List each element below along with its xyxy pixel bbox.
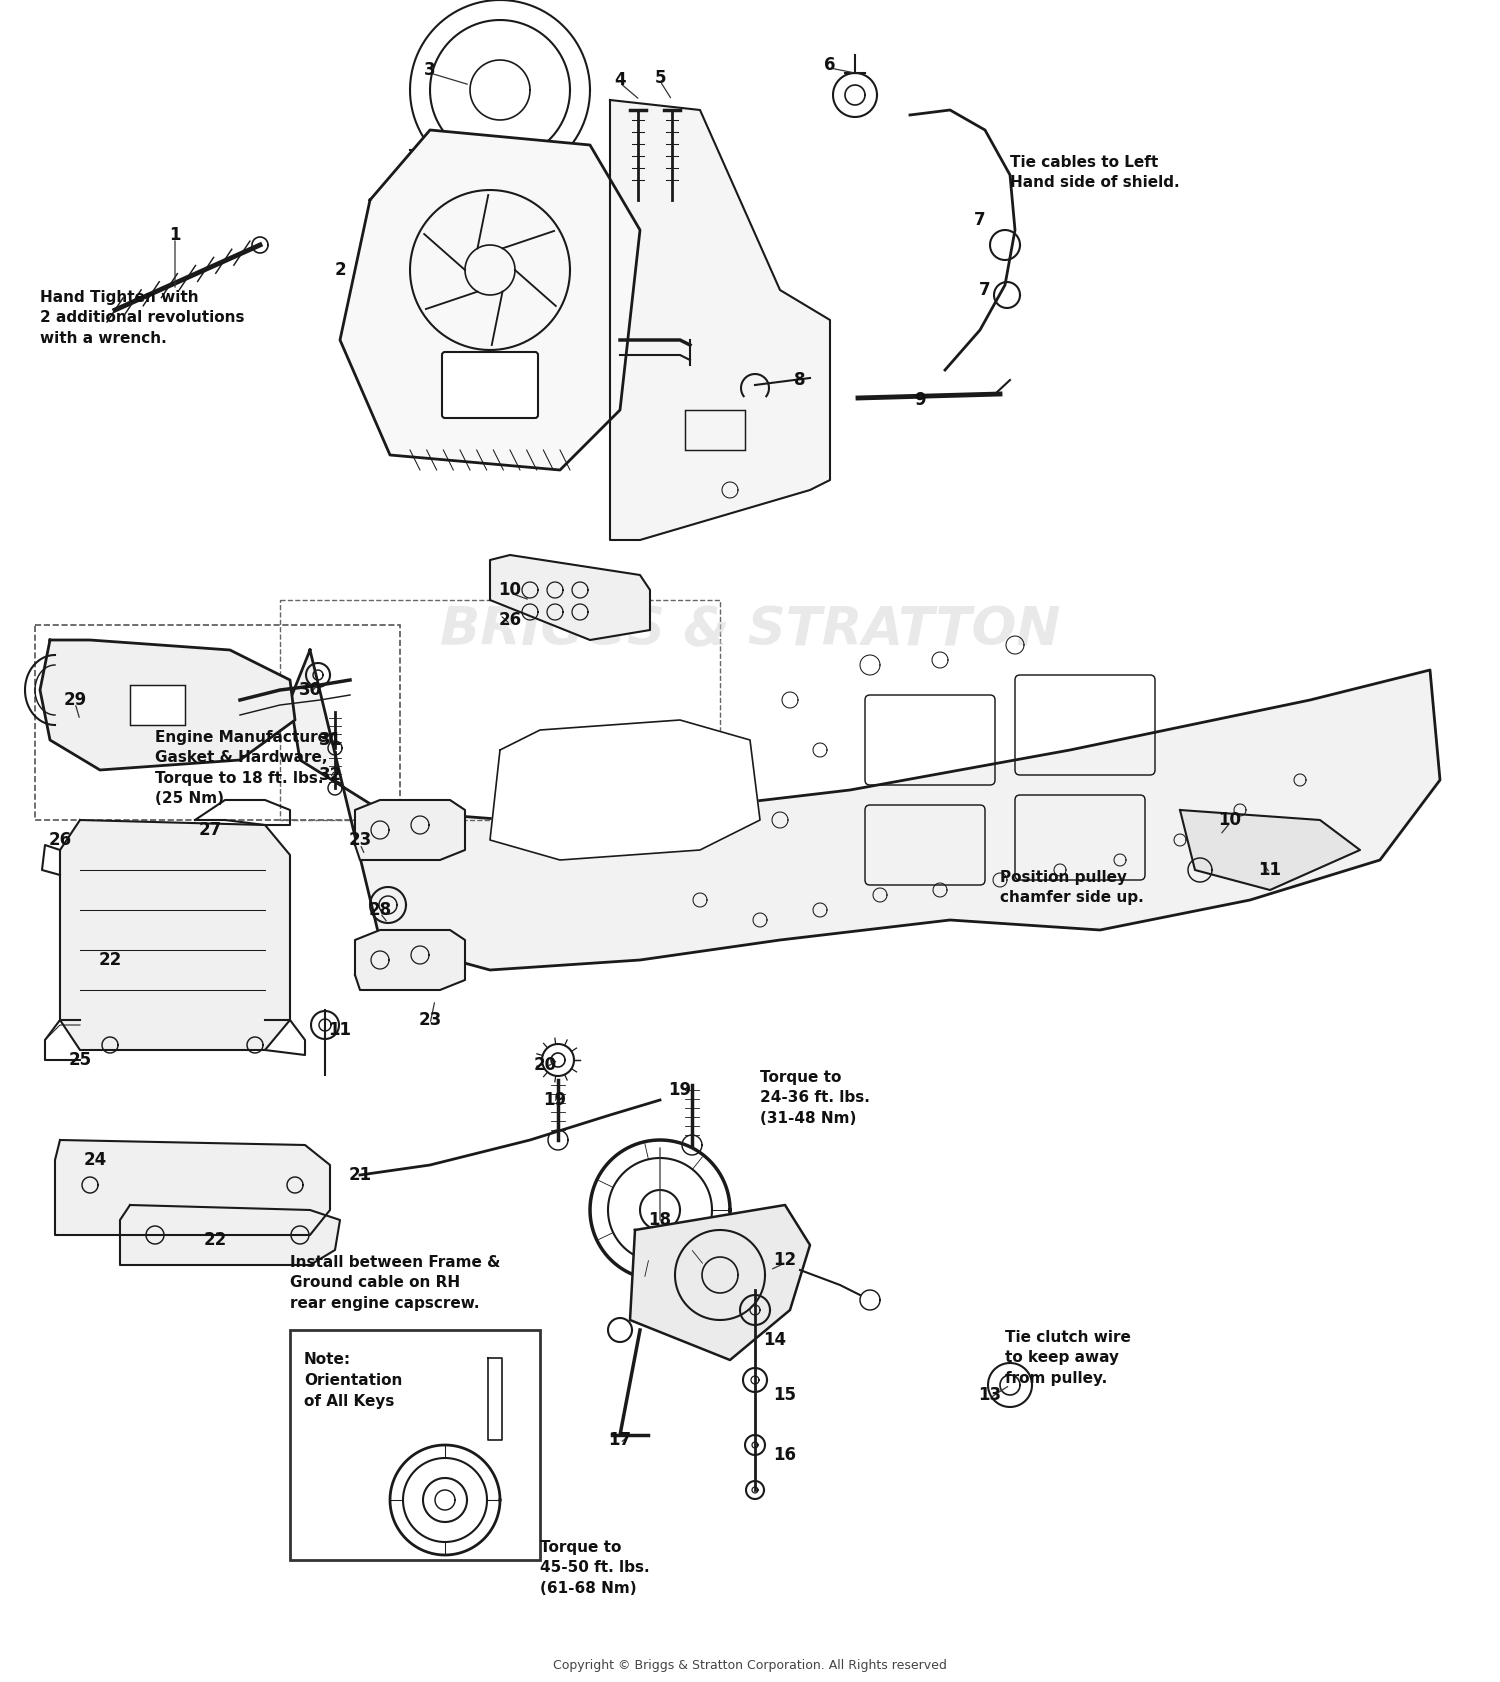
Text: Install between Frame &
Ground cable on RH
rear engine capscrew.: Install between Frame & Ground cable on … bbox=[290, 1255, 501, 1310]
Polygon shape bbox=[60, 821, 290, 1050]
Text: 26: 26 bbox=[48, 831, 72, 849]
Text: 8: 8 bbox=[795, 372, 806, 389]
Polygon shape bbox=[1180, 811, 1360, 890]
Text: 16: 16 bbox=[774, 1447, 796, 1463]
Text: 6: 6 bbox=[825, 56, 836, 74]
Text: 26: 26 bbox=[498, 611, 522, 629]
Polygon shape bbox=[490, 720, 760, 860]
Text: Tie cables to Left
Hand side of shield.: Tie cables to Left Hand side of shield. bbox=[1010, 155, 1179, 190]
Text: Copyright © Briggs & Stratton Corporation. All Rights reserved: Copyright © Briggs & Stratton Corporatio… bbox=[554, 1658, 946, 1672]
Text: 27: 27 bbox=[198, 821, 222, 839]
Text: 29: 29 bbox=[63, 691, 87, 710]
Text: 3: 3 bbox=[424, 61, 436, 79]
Text: 4: 4 bbox=[614, 71, 626, 89]
Text: 28: 28 bbox=[369, 902, 392, 918]
Text: 7: 7 bbox=[974, 210, 986, 229]
Bar bbox=[130, 685, 184, 725]
FancyBboxPatch shape bbox=[290, 1330, 540, 1559]
Text: 13: 13 bbox=[978, 1386, 1002, 1404]
Text: 22: 22 bbox=[204, 1231, 226, 1250]
Text: 19: 19 bbox=[669, 1082, 692, 1098]
Polygon shape bbox=[56, 1140, 330, 1235]
Text: 22: 22 bbox=[99, 950, 122, 969]
Text: 24: 24 bbox=[84, 1150, 106, 1169]
Text: 20: 20 bbox=[534, 1056, 556, 1075]
Polygon shape bbox=[340, 130, 640, 469]
Polygon shape bbox=[356, 801, 465, 860]
Polygon shape bbox=[490, 555, 650, 639]
Polygon shape bbox=[610, 99, 830, 540]
Text: Torque to
45-50 ft. lbs.
(61-68 Nm): Torque to 45-50 ft. lbs. (61-68 Nm) bbox=[540, 1541, 650, 1596]
Polygon shape bbox=[40, 639, 296, 770]
Text: Tie clutch wire
to keep away
from pulley.: Tie clutch wire to keep away from pulley… bbox=[1005, 1330, 1131, 1386]
Text: 1: 1 bbox=[170, 225, 180, 244]
Text: Engine Manufacturer
Gasket & Hardware,
Torque to 18 ft. lbs.
(25 Nm): Engine Manufacturer Gasket & Hardware, T… bbox=[154, 730, 336, 806]
FancyBboxPatch shape bbox=[442, 352, 538, 419]
Polygon shape bbox=[120, 1204, 340, 1265]
Text: 23: 23 bbox=[419, 1011, 441, 1029]
Text: 2: 2 bbox=[334, 261, 346, 279]
Text: 32: 32 bbox=[318, 765, 342, 784]
Text: Position pulley
chamfer side up.: Position pulley chamfer side up. bbox=[1000, 870, 1143, 905]
Text: 5: 5 bbox=[654, 69, 666, 87]
Bar bbox=[686, 410, 746, 451]
Text: 18: 18 bbox=[648, 1211, 672, 1230]
Text: 23: 23 bbox=[348, 831, 372, 849]
Text: 14: 14 bbox=[764, 1330, 786, 1349]
Text: 21: 21 bbox=[348, 1166, 372, 1184]
Text: 19: 19 bbox=[543, 1092, 567, 1108]
Text: 12: 12 bbox=[774, 1251, 796, 1268]
Text: 10: 10 bbox=[498, 580, 522, 599]
Text: 17: 17 bbox=[609, 1431, 631, 1448]
Text: 25: 25 bbox=[69, 1051, 92, 1070]
Text: 11: 11 bbox=[1258, 861, 1281, 880]
Text: 7: 7 bbox=[980, 281, 992, 299]
Text: 30: 30 bbox=[298, 681, 321, 700]
Text: 15: 15 bbox=[774, 1386, 796, 1404]
Text: BRIGGS & STRATTON: BRIGGS & STRATTON bbox=[440, 604, 1060, 656]
Bar bbox=[34, 626, 401, 821]
Text: Hand Tighten with
2 additional revolutions
with a wrench.: Hand Tighten with 2 additional revolutio… bbox=[40, 289, 245, 346]
Polygon shape bbox=[356, 930, 465, 991]
Text: 9: 9 bbox=[914, 390, 926, 409]
Bar bbox=[280, 600, 720, 821]
Text: 11: 11 bbox=[328, 1021, 351, 1039]
Text: Note:
Orientation
of All Keys: Note: Orientation of All Keys bbox=[304, 1352, 402, 1410]
Polygon shape bbox=[290, 649, 1440, 971]
Text: Torque to
24-36 ft. lbs.
(31-48 Nm): Torque to 24-36 ft. lbs. (31-48 Nm) bbox=[760, 1070, 870, 1125]
Text: 31: 31 bbox=[318, 732, 342, 748]
Text: 10: 10 bbox=[1218, 811, 1242, 829]
Polygon shape bbox=[630, 1204, 810, 1361]
